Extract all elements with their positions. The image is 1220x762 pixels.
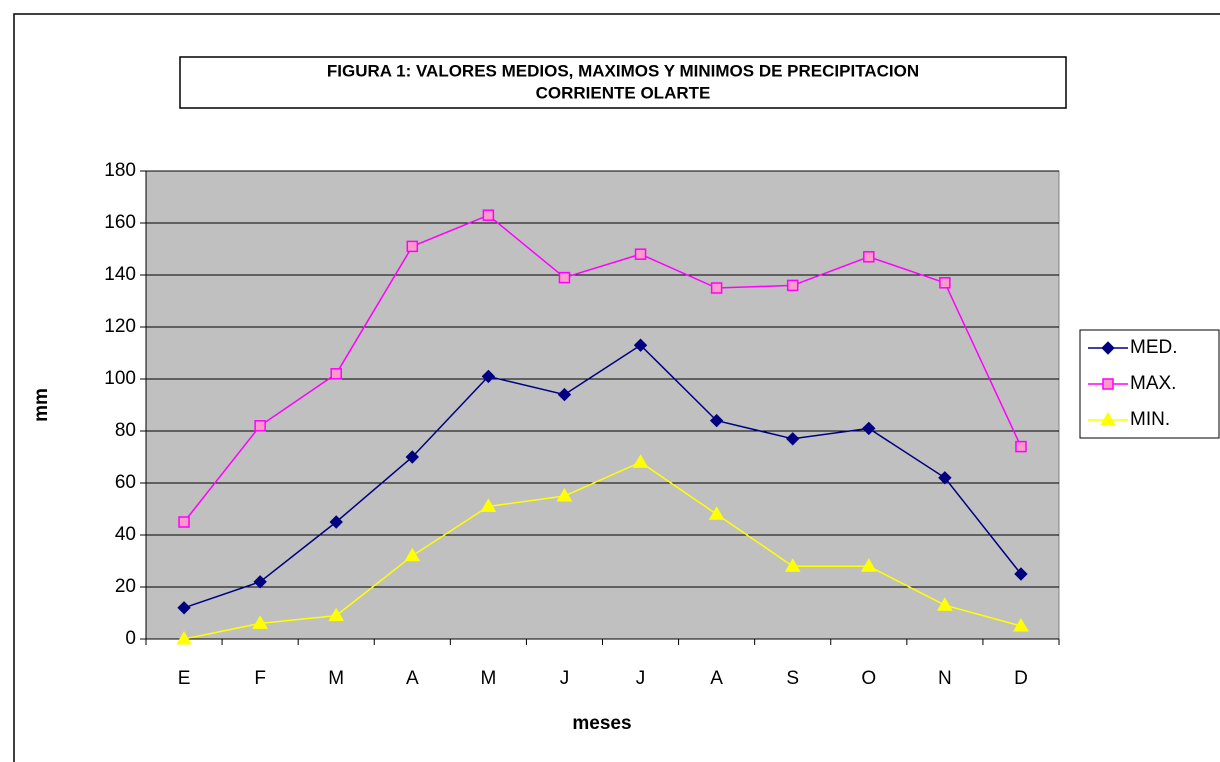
data-point bbox=[1013, 618, 1029, 632]
data-point bbox=[784, 558, 801, 572]
data-point bbox=[177, 601, 191, 615]
x-tick-label: M bbox=[480, 668, 496, 689]
data-point bbox=[1015, 440, 1027, 453]
data-point bbox=[178, 516, 190, 528]
y-tick-label: 140 bbox=[104, 264, 136, 285]
data-point bbox=[176, 631, 192, 645]
data-point bbox=[634, 248, 647, 260]
x-tick-label: J bbox=[560, 668, 570, 689]
data-point bbox=[557, 387, 572, 402]
data-point bbox=[328, 607, 345, 622]
title-box bbox=[179, 56, 1067, 109]
y-tick-label: 100 bbox=[104, 368, 136, 389]
y-tick-label: 60 bbox=[115, 472, 136, 493]
data-point bbox=[329, 515, 343, 529]
data-point bbox=[254, 420, 266, 432]
data-point bbox=[708, 506, 725, 520]
y-axis-label: mm bbox=[31, 388, 52, 422]
plot-area bbox=[145, 170, 1060, 640]
data-point bbox=[633, 338, 648, 352]
legend-marker bbox=[1101, 341, 1115, 355]
legend-label: MIN. bbox=[1130, 409, 1170, 430]
data-point bbox=[558, 271, 571, 284]
x-tick-label: O bbox=[861, 668, 876, 689]
series-line bbox=[183, 344, 1022, 609]
series-line bbox=[183, 461, 1022, 640]
x-tick-label: A bbox=[406, 668, 419, 689]
data-point bbox=[709, 413, 724, 428]
y-tick-label: 120 bbox=[104, 316, 136, 337]
data-point bbox=[860, 558, 877, 572]
y-tick-label: 20 bbox=[115, 576, 136, 597]
data-point bbox=[786, 279, 799, 292]
data-point bbox=[938, 471, 952, 485]
x-tick-label: D bbox=[1014, 668, 1028, 689]
x-tick-label: E bbox=[178, 668, 191, 689]
data-point bbox=[406, 240, 419, 253]
data-point bbox=[330, 368, 342, 380]
data-point bbox=[481, 369, 496, 384]
data-point bbox=[252, 615, 268, 629]
data-point bbox=[405, 450, 419, 464]
data-point bbox=[404, 547, 421, 562]
data-point bbox=[939, 277, 951, 289]
legend-label: MED. bbox=[1130, 337, 1178, 358]
data-point bbox=[253, 575, 267, 589]
series-line bbox=[183, 214, 1022, 523]
x-tick-label: S bbox=[786, 668, 799, 689]
x-tick-label: N bbox=[938, 668, 952, 689]
data-point bbox=[480, 498, 497, 512]
data-point bbox=[937, 597, 953, 611]
data-point bbox=[710, 282, 723, 294]
y-tick-label: 40 bbox=[115, 524, 136, 545]
chart-subtitle: CORRIENTE OLARTE bbox=[536, 83, 711, 102]
data-point bbox=[1014, 567, 1028, 581]
legend-marker bbox=[1102, 378, 1114, 390]
legend-label: MAX. bbox=[1130, 373, 1176, 394]
y-tick-label: 180 bbox=[104, 160, 136, 181]
data-point bbox=[482, 209, 495, 221]
x-tick-label: J bbox=[636, 668, 646, 689]
x-tick-label: M bbox=[328, 668, 344, 689]
y-tick-label: 80 bbox=[115, 420, 136, 441]
legend-marker bbox=[1100, 412, 1116, 426]
data-point bbox=[632, 454, 649, 468]
x-axis-label: meses bbox=[572, 713, 631, 734]
data-point bbox=[786, 432, 800, 446]
y-tick-label: 0 bbox=[125, 628, 136, 649]
x-tick-label: F bbox=[254, 668, 266, 689]
y-tick-label: 160 bbox=[104, 212, 136, 233]
data-point bbox=[863, 251, 875, 263]
x-tick-label: A bbox=[710, 668, 723, 689]
chart-title: FIGURA 1: VALORES MEDIOS, MAXIMOS Y MINI… bbox=[327, 61, 919, 80]
data-point bbox=[556, 488, 573, 502]
data-point bbox=[862, 421, 876, 436]
